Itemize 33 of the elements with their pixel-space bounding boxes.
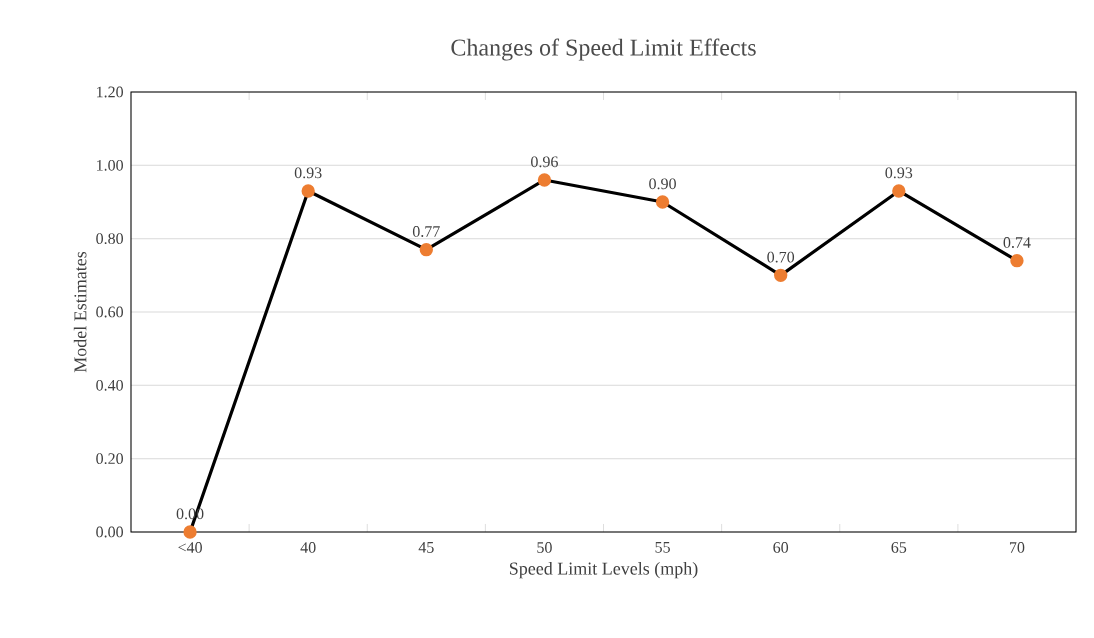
x-tick-label: 55	[655, 542, 670, 553]
y-tick-label: 0.80	[96, 233, 124, 245]
x-tick-label: 60	[773, 542, 789, 553]
point	[183, 525, 197, 539]
x-tick-label: <40	[178, 542, 202, 553]
data-label: 0.70	[767, 251, 795, 263]
data-label: 0.96	[531, 156, 558, 168]
chart-title: Changes of Speed Limit Effects	[451, 38, 756, 61]
x-tick-label: 40	[300, 542, 316, 553]
y-tick-label: 0.00	[96, 526, 124, 538]
y-tick-label: 0.20	[96, 453, 124, 465]
y-tick-label: 1.20	[97, 86, 124, 98]
y-axis-title: Model Estimates	[73, 251, 87, 373]
y-tick-label: 1.00	[97, 159, 124, 171]
point	[301, 184, 315, 198]
data-label: 0.90	[649, 178, 676, 190]
y-tick-label: 0.40	[96, 379, 124, 391]
point	[419, 242, 433, 257]
x-tick-label: 70	[1009, 542, 1025, 553]
data-label: 0.74	[1003, 237, 1031, 248]
x-tick-label: 65	[891, 542, 907, 553]
point	[537, 173, 552, 187]
point	[774, 268, 788, 282]
data-label: 0.93	[885, 167, 913, 179]
x-tick-label: 50	[537, 542, 552, 553]
point	[1010, 254, 1024, 268]
data-label: 0.77	[412, 226, 440, 237]
x-tick-label: 45	[418, 542, 434, 553]
data-label: 0.93	[294, 167, 322, 179]
x-axis-title: Speed Limit Levels (mph)	[509, 562, 698, 579]
point	[655, 195, 670, 209]
point	[892, 184, 906, 198]
y-tick-label: 0.60	[96, 306, 124, 318]
